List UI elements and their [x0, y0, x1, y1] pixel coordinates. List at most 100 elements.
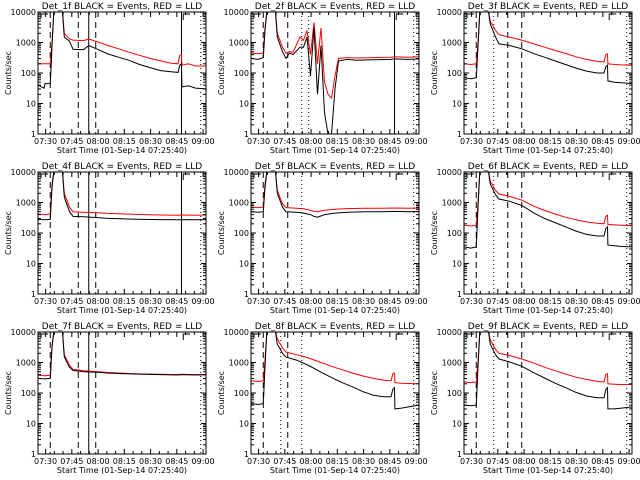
- panel-title: Det_6f BLACK = Events, RED = LLD: [468, 162, 628, 172]
- panel-title: Det_2f BLACK = Events, RED = LLD: [255, 2, 415, 12]
- y-axis-label: Counts/sec: [430, 211, 439, 255]
- vertical-marker-lines: [262, 12, 415, 134]
- x-tick-label: 09:00: [618, 457, 640, 466]
- plot-frame: [463, 11, 633, 135]
- y-tick-label: 100: [447, 69, 462, 78]
- panel-det-8: Det_8f BLACK = Events, RED = LLD 1 10 100 10…: [217, 322, 428, 475]
- y-tick-label: 1000: [16, 39, 36, 48]
- series-line-events: [251, 332, 419, 410]
- x-tick-label: 07:45: [486, 457, 509, 466]
- y-tick-label: 10000: [224, 168, 249, 177]
- vertical-marker-lines: [475, 332, 628, 454]
- plot-frame: [463, 331, 633, 455]
- y-tick-label: 100: [234, 69, 249, 78]
- y-axis: 1 10 100 1000 10000 Counts/sec: [430, 8, 632, 139]
- x-tick-label: 08:00: [87, 297, 110, 306]
- x-tick-label: 08:00: [300, 457, 323, 466]
- x-tick-label: 07:45: [60, 457, 83, 466]
- x-axis: 07:30 07:45 08:00 08:15 08:30 08:45 09:00 Start…: [247, 172, 428, 315]
- plot-frame: [250, 331, 420, 455]
- x-tick-label: 07:30: [247, 457, 270, 466]
- x-tick-label: 08:45: [378, 297, 401, 306]
- x-tick-label: 07:45: [273, 137, 296, 146]
- corner-bracket-mark: [182, 333, 191, 340]
- y-axis: 1 10 100 1000 10000 Counts/sec: [4, 8, 206, 139]
- x-tick-label: 07:45: [486, 137, 509, 146]
- panel-det-7: Det_7f BLACK = Events, RED = LLD 1 10 100 10…: [4, 322, 215, 475]
- x-tick-label: 08:15: [539, 137, 562, 146]
- plot-frame: [250, 171, 420, 295]
- x-tick-label: 08:45: [591, 457, 614, 466]
- x-tick-label: 07:45: [60, 297, 83, 306]
- y-tick-label: 10000: [11, 328, 36, 337]
- x-tick-label: 08:30: [139, 457, 162, 466]
- x-tick-label: 08:15: [326, 297, 349, 306]
- series-line-events: [251, 12, 419, 134]
- x-axis-label: Start Time (01-Sep-14 07:25:40): [270, 466, 400, 475]
- y-tick-label: 1000: [229, 359, 249, 368]
- panel-det-1: Det_1f BLACK = Events, RED = LLD 1 10 100 10…: [4, 2, 215, 155]
- x-tick-label: 08:15: [326, 457, 349, 466]
- x-tick-label: 07:45: [273, 297, 296, 306]
- x-tick-label: 08:15: [539, 297, 562, 306]
- corner-bracket-mark: [608, 333, 617, 340]
- y-tick-label: 10000: [437, 8, 462, 17]
- series-line-events: [38, 12, 206, 90]
- x-tick-label: 08:45: [165, 297, 188, 306]
- corner-bracket-mark: [253, 13, 261, 18]
- y-tick-label: 10000: [11, 8, 36, 17]
- y-tick-label: 10: [239, 100, 249, 109]
- x-tick-label: 09:00: [192, 137, 215, 146]
- x-tick-label: 08:30: [139, 297, 162, 306]
- x-tick-label: 09:00: [618, 297, 640, 306]
- corner-bracket-mark: [395, 173, 404, 180]
- corner-bracket-mark: [182, 173, 191, 180]
- x-tick-label: 09:00: [405, 137, 428, 146]
- vertical-marker-lines: [49, 172, 202, 294]
- y-tick-label: 1000: [16, 199, 36, 208]
- x-axis: 07:30 07:45 08:00 08:15 08:30 08:45 09:00 Start…: [460, 172, 640, 315]
- x-tick-label: 08:30: [565, 297, 588, 306]
- plot-frame: [37, 331, 207, 455]
- y-tick-label: 1000: [442, 359, 462, 368]
- y-tick-label: 1: [457, 130, 462, 139]
- y-axis-label: Counts/sec: [217, 51, 226, 95]
- corner-bracket-mark: [466, 333, 474, 338]
- x-tick-label: 07:30: [460, 137, 483, 146]
- panel-title: Det_3f BLACK = Events, RED = LLD: [468, 2, 628, 12]
- plot-frame: [250, 11, 420, 135]
- series-line-events: [464, 12, 632, 85]
- x-tick-label: 07:45: [60, 137, 83, 146]
- y-tick-label: 10000: [224, 328, 249, 337]
- x-tick-label: 08:00: [513, 457, 536, 466]
- x-tick-label: 08:15: [326, 137, 349, 146]
- corner-bracket-mark: [40, 13, 48, 18]
- y-tick-label: 100: [21, 389, 36, 398]
- plot-frame: [37, 171, 207, 295]
- x-axis: 07:30 07:45 08:00 08:15 08:30 08:45 09:00 Start…: [247, 12, 428, 155]
- x-tick-label: 07:45: [486, 297, 509, 306]
- y-tick-label: 1000: [229, 39, 249, 48]
- x-axis: 07:30 07:45 08:00 08:15 08:30 08:45 09:00 Start…: [34, 332, 215, 475]
- y-tick-label: 1000: [16, 359, 36, 368]
- series-line-events: [464, 332, 632, 410]
- corner-bracket-mark: [466, 13, 474, 18]
- y-axis-label: Counts/sec: [430, 371, 439, 415]
- corner-bracket-mark: [253, 333, 261, 338]
- x-tick-label: 07:30: [247, 297, 270, 306]
- series-group: [464, 172, 632, 249]
- x-axis: 07:30 07:45 08:00 08:15 08:30 08:45 09:00 Start…: [460, 332, 640, 475]
- series-group: [464, 332, 632, 410]
- corner-bracket-mark: [608, 13, 617, 20]
- y-tick-label: 100: [234, 229, 249, 238]
- x-axis-label: Start Time (01-Sep-14 07:25:40): [483, 146, 613, 155]
- series-line-lld: [464, 172, 632, 227]
- y-axis-label: Counts/sec: [4, 51, 13, 95]
- y-axis-label: Counts/sec: [4, 211, 13, 255]
- x-tick-label: 08:45: [378, 457, 401, 466]
- x-tick-label: 08:30: [139, 137, 162, 146]
- x-tick-label: 08:15: [113, 297, 136, 306]
- series-line-lld: [38, 12, 206, 67]
- corner-bracket-mark: [40, 333, 48, 338]
- x-axis-label: Start Time (01-Sep-14 07:25:40): [57, 306, 187, 315]
